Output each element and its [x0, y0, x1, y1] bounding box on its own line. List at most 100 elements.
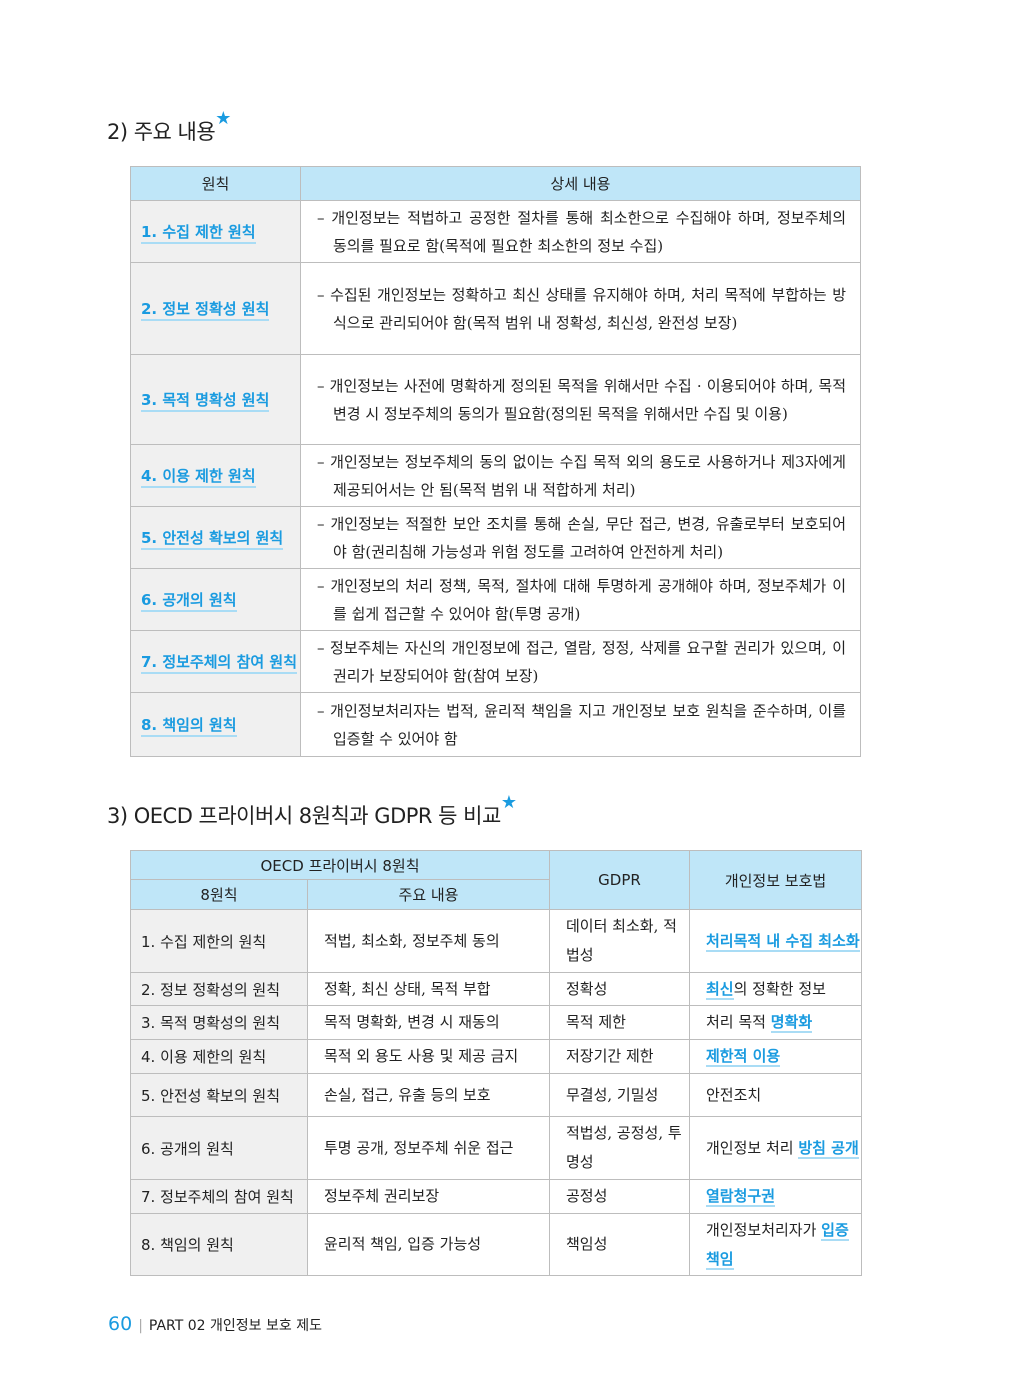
detail-cell: – 개인정보처리자는 법적, 윤리적 책임을 지고 개인정보 보호 원칙을 준수…: [300, 692, 861, 757]
principle-cell: 8. 책임의 원칙: [130, 692, 301, 757]
header-oecd: OECD 프라이버시 8원칙: [130, 850, 550, 880]
detail-cell: – 개인정보는 적절한 보안 조치를 통해 손실, 무단 접근, 변경, 유출로…: [300, 506, 861, 569]
principle-cell: 1. 수집 제한 원칙: [130, 200, 301, 263]
law-text-segment: 처리목적 내 수집 최소화: [706, 931, 860, 952]
law-text-segment: 명확화: [770, 1013, 813, 1033]
comparison-table: OECD 프라이버시 8원칙 GDPR 개인정보 보호법 8원칙 주요 내용 1. 수…: [130, 850, 862, 1276]
principle-cell: 3. 목적 명확성 원칙: [130, 354, 301, 445]
law-text-segment: 최신: [706, 979, 734, 1000]
law-cell: 제한적 이용: [689, 1039, 862, 1074]
star-icon: ★: [215, 108, 231, 129]
content-cell: 정보주체 권리보장: [307, 1179, 550, 1214]
principle-cell: 5. 안전성 확보의 원칙: [130, 1073, 308, 1117]
principles-table: 원칙 상세 내용 1. 수집 제한 원칙 – 개인정보는 적법하고 공정한 절차를 …: [130, 166, 861, 757]
page-number: 60: [108, 1313, 133, 1335]
law-text-segment: 입증책임: [706, 1220, 849, 1270]
detail-cell: – 개인정보는 정보주체의 동의 없이는 수집 목적 외의 용도로 사용하거나 …: [300, 444, 861, 507]
detail-cell: – 개인정보는 사전에 명확하게 정의된 목적을 위해서만 수집 · 이용되어야…: [300, 354, 861, 445]
content-cell: 목적 외 용도 사용 및 제공 금지: [307, 1039, 550, 1074]
part-label: PART 02: [148, 1318, 206, 1334]
detail-cell: – 개인정보의 처리 정책, 목적, 절차에 대해 투명하게 공개해야 하며, …: [300, 568, 861, 631]
detail-cell: – 정보주체는 자신의 개인정보에 접근, 열람, 정정, 삭제를 요구할 권리…: [300, 630, 861, 693]
gdpr-cell: 정확성: [549, 972, 690, 1006]
table-row: 1. 수집 제한 원칙 – 개인정보는 적법하고 공정한 절차를 통해 최소한으로…: [130, 200, 861, 263]
principle-cell: 4. 이용 제한 원칙: [130, 444, 301, 507]
principle-label: 7. 정보주체의 참여 원칙: [141, 653, 298, 674]
principle-cell: 4. 이용 제한의 원칙: [130, 1039, 308, 1074]
principle-label: 1. 수집 제한 원칙: [141, 223, 256, 244]
law-cell: 처리 목적 명확화: [689, 1005, 862, 1040]
principle-cell: 1. 수집 제한의 원칙: [130, 909, 308, 973]
table-row: 5. 안전성 확보의 원칙 – 개인정보는 적절한 보안 조치를 통해 손실, 무…: [130, 506, 861, 569]
table-row: 3. 목적 명확성의 원칙 목적 명확화, 변경 시 재동의 목적 제한 처리 목적 …: [130, 1005, 862, 1040]
header-detail: 상세 내용: [300, 166, 861, 201]
gdpr-cell: 공정성: [549, 1179, 690, 1214]
principle-cell: 3. 목적 명확성의 원칙: [130, 1005, 308, 1040]
table-row: 4. 이용 제한의 원칙 목적 외 용도 사용 및 제공 금지 저장기간 제한 제한적…: [130, 1039, 862, 1074]
table-row: 8. 책임의 원칙 – 개인정보처리자는 법적, 윤리적 책임을 지고 개인정보 …: [130, 692, 861, 757]
detail-cell: – 개인정보는 적법하고 공정한 절차를 통해 최소한으로 수집해야 하며, 정…: [300, 200, 861, 263]
law-text-segment: 제한적 이용: [706, 1047, 781, 1067]
principle-cell: 2. 정보 정확성의 원칙: [130, 972, 308, 1006]
header-main-content: 주요 내용: [307, 879, 550, 910]
table-row: 8. 책임의 원칙 윤리적 책임, 입증 가능성 책임성 개인정보처리자가 입증책임: [130, 1213, 862, 1276]
header-8-principles: 8원칙: [130, 879, 308, 910]
content-cell: 목적 명확화, 변경 시 재동의: [307, 1005, 550, 1040]
content-cell: 정확, 최신 상태, 목적 부합: [307, 972, 550, 1006]
law-text-segment: 개인정보 처리: [706, 1138, 799, 1157]
table-row: 2. 정보 정확성의 원칙 정확, 최신 상태, 목적 부합 정확성 최신의 정확한 …: [130, 972, 862, 1006]
principle-label: 5. 안전성 확보의 원칙: [141, 529, 284, 550]
law-text-segment: 처리 목적: [706, 1013, 771, 1031]
law-text-segment: 개인정보처리자가: [706, 1220, 822, 1239]
table-row: 1. 수집 제한의 원칙 적법, 최소화, 정보주체 동의 데이터 최소화, 적법성…: [130, 909, 862, 973]
gdpr-cell: 책임성: [549, 1213, 690, 1276]
gdpr-cell: 데이터 최소화, 적법성: [549, 909, 690, 973]
section-title-comparison: 3) OECD 프라이버시 8원칙과 GDPR 등 비교★: [107, 792, 517, 828]
gdpr-cell: 목적 제한: [549, 1005, 690, 1040]
gdpr-cell: 저장기간 제한: [549, 1039, 690, 1074]
principle-cell: 6. 공개의 원칙: [130, 1116, 308, 1180]
principle-cell: 6. 공개의 원칙: [130, 568, 301, 631]
law-text-segment: 열람청구권: [706, 1187, 776, 1207]
header-principle: 원칙: [130, 166, 301, 201]
law-cell: 최신의 정확한 정보: [689, 972, 862, 1006]
principle-cell: 5. 안전성 확보의 원칙: [130, 506, 301, 569]
content-cell: 적법, 최소화, 정보주체 동의: [307, 909, 550, 973]
table-row: 6. 공개의 원칙 투명 공개, 정보주체 쉬운 접근 적법성, 공정성, 투명성 개…: [130, 1116, 862, 1180]
gdpr-cell: 적법성, 공정성, 투명성: [549, 1116, 690, 1180]
content-cell: 윤리적 책임, 입증 가능성: [307, 1213, 550, 1276]
table-row: 6. 공개의 원칙 – 개인정보의 처리 정책, 목적, 절차에 대해 투명하게 …: [130, 568, 861, 631]
principle-label: 6. 공개의 원칙: [141, 591, 237, 612]
content-cell: 투명 공개, 정보주체 쉬운 접근: [307, 1116, 550, 1180]
principle-label: 4. 이용 제한 원칙: [141, 467, 256, 488]
page-footer: 60 | PART 02 개인정보 보호 제도: [108, 1313, 322, 1335]
table-row: 5. 안전성 확보의 원칙 손실, 접근, 유출 등의 보호 무결성, 기밀성 안전조…: [130, 1073, 862, 1117]
law-cell: 개인정보 처리 방침 공개: [689, 1116, 862, 1180]
law-cell: 처리목적 내 수집 최소화: [689, 909, 862, 973]
table-row: 3. 목적 명확성 원칙 – 개인정보는 사전에 명확하게 정의된 목적을 위해서…: [130, 354, 861, 445]
section-title-main-content: 2) 주요 내용★: [107, 108, 231, 144]
table-row: 4. 이용 제한 원칙 – 개인정보는 정보주체의 동의 없이는 수집 목적 외의…: [130, 444, 861, 507]
principle-label: 2. 정보 정확성 원칙: [141, 300, 270, 321]
header-gdpr: GDPR: [549, 850, 690, 910]
gdpr-cell: 무결성, 기밀성: [549, 1073, 690, 1117]
law-cell: 열람청구권: [689, 1179, 862, 1214]
law-text-segment: 방침 공개: [798, 1138, 859, 1159]
law-text-segment: 안전조치: [706, 1085, 762, 1104]
law-cell: 안전조치: [689, 1073, 862, 1117]
table-row: 7. 정보주체의 참여 원칙 – 정보주체는 자신의 개인정보에 접근, 열람, …: [130, 630, 861, 693]
law-cell: 개인정보처리자가 입증책임: [689, 1213, 862, 1276]
table-row: 7. 정보주체의 참여 원칙 정보주체 권리보장 공정성 열람청구권: [130, 1179, 862, 1214]
principle-cell: 8. 책임의 원칙: [130, 1213, 308, 1276]
principle-cell: 2. 정보 정확성 원칙: [130, 262, 301, 355]
principle-cell: 7. 정보주체의 참여 원칙: [130, 1179, 308, 1214]
principle-cell: 7. 정보주체의 참여 원칙: [130, 630, 301, 693]
header-law: 개인정보 보호법: [689, 850, 862, 910]
content-cell: 손실, 접근, 유출 등의 보호: [307, 1073, 550, 1117]
chapter-label: 개인정보 보호 제도: [210, 1318, 322, 1334]
table-row: 2. 정보 정확성 원칙 – 수집된 개인정보는 정확하고 최신 상태를 유지해야…: [130, 262, 861, 355]
law-text-segment: 의 정확한 정보: [733, 979, 826, 998]
principle-label: 3. 목적 명확성 원칙: [141, 391, 270, 412]
principle-label: 8. 책임의 원칙: [141, 716, 237, 737]
detail-cell: – 수집된 개인정보는 정확하고 최신 상태를 유지해야 하며, 처리 목적에 …: [300, 262, 861, 355]
